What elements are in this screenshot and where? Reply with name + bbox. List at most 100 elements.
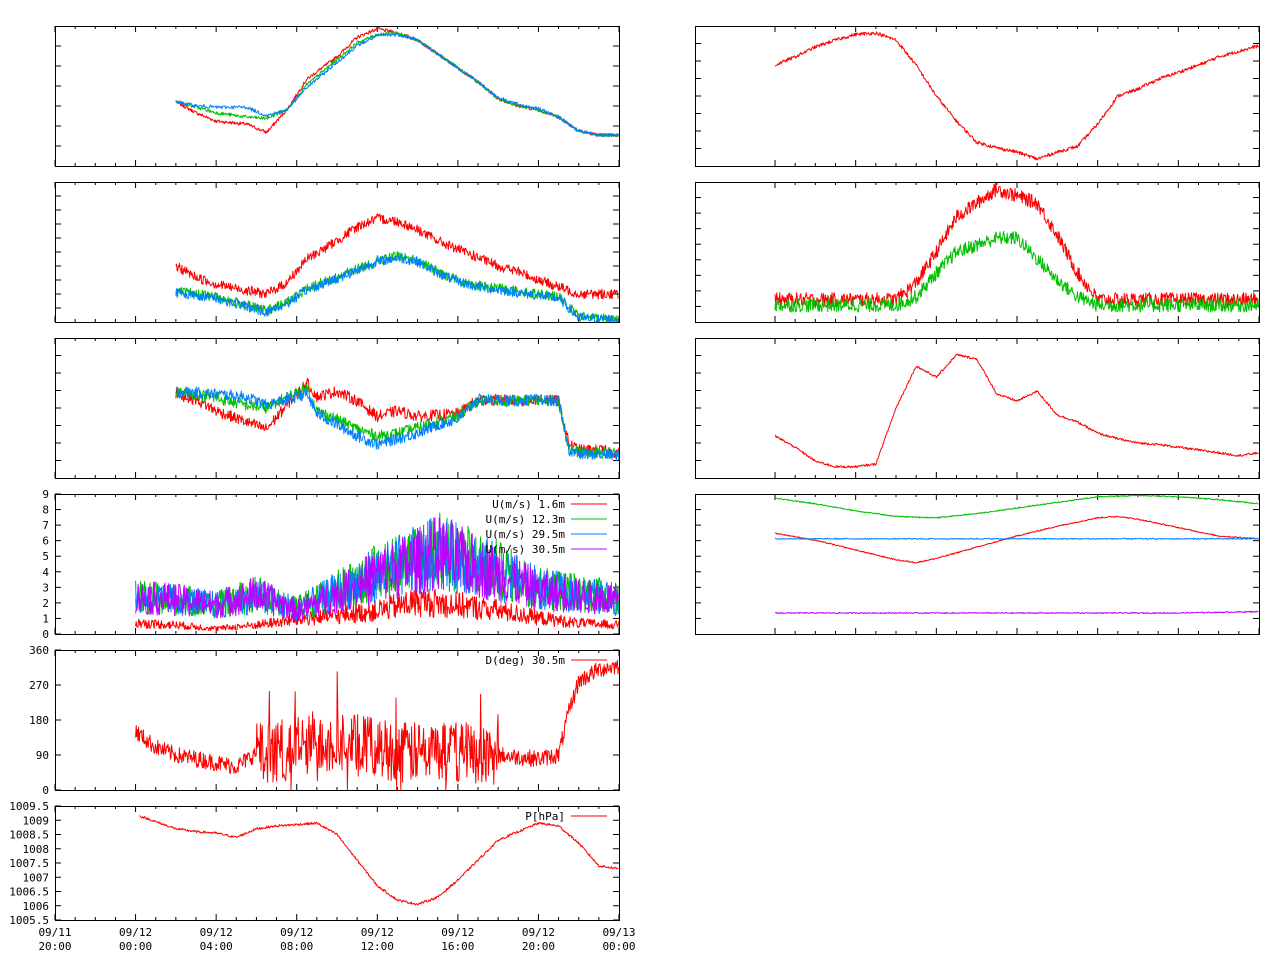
panel-wind_direction: 0 90 180 270 360 D(deg) 30.5m (29, 644, 620, 797)
series-group (774, 31, 1260, 161)
series-group (135, 659, 620, 791)
series-line (135, 659, 620, 791)
y-tick-label: 1008.5 (9, 829, 49, 842)
y-ticks (695, 509, 1259, 619)
x-tick-time: 08:00 (280, 940, 313, 953)
y-tick-label: 1009 (23, 814, 50, 827)
legend-label: P[hPa] (525, 810, 565, 823)
series-line (139, 815, 619, 906)
y-ticks (55, 45, 619, 147)
x-ticks (54, 650, 620, 790)
x-tick-date: 09/12 (441, 926, 474, 939)
series-group (139, 815, 619, 906)
y-ticks: 0 90 180 270 360 (29, 644, 619, 797)
panel-frame (695, 338, 1260, 479)
series-line (175, 386, 620, 462)
x-tick-date: 09/11 (38, 926, 71, 939)
x-ticks (774, 26, 1260, 166)
x-tick-date: 09/12 (119, 926, 152, 939)
series-line (774, 182, 1259, 308)
x-ticks (54, 26, 620, 166)
series-line (774, 230, 1260, 313)
y-ticks (55, 355, 619, 461)
y-ticks (695, 355, 1259, 461)
y-tick-label: 1007 (23, 871, 50, 884)
series-line (175, 213, 619, 300)
legend-label: U(m/s) 12.3m (486, 513, 566, 526)
series-group (135, 512, 620, 632)
legend-label: U(m/s) 30.5m (486, 543, 566, 556)
y-tick-label: 1 (42, 612, 49, 625)
x-ticks (774, 182, 1260, 322)
y-tick-label: 5 (42, 550, 49, 563)
series-line (774, 610, 1259, 615)
panel-frame (55, 182, 620, 323)
y-tick-label: 1005.5 (9, 914, 49, 927)
y-tick-label: 1007.5 (9, 857, 49, 870)
series-group (175, 26, 620, 138)
x-axis-labels: 09/1120:0009/1200:0009/1204:0009/1208:00… (38, 926, 635, 953)
panel-frame (695, 26, 1260, 167)
legend: P[hPa] (525, 810, 607, 823)
series-line (135, 587, 620, 632)
panel-frame (55, 26, 620, 167)
y-tick-label: 6 (42, 535, 49, 548)
series-line (175, 377, 620, 458)
x-tick-time: 00:00 (119, 940, 152, 953)
y-tick-label: 2 (42, 597, 49, 610)
series-line (774, 537, 1259, 540)
panel-right_bottom (695, 494, 1260, 635)
y-tick-label: 7 (42, 519, 49, 532)
y-tick-label: 270 (29, 679, 49, 692)
panel-lower_left_profile (54, 338, 620, 479)
panel-right_top (695, 26, 1260, 167)
series-line (135, 517, 620, 622)
x-tick-time: 04:00 (200, 940, 233, 953)
y-tick-label: 360 (29, 644, 49, 657)
series-line (175, 31, 620, 138)
x-tick-time: 12:00 (361, 940, 394, 953)
x-tick-time: 20:00 (38, 940, 71, 953)
series-line (175, 32, 619, 138)
x-ticks (54, 806, 620, 920)
x-tick-date: 09/12 (280, 926, 313, 939)
series-line (774, 31, 1260, 161)
x-ticks (54, 494, 620, 634)
series-line (175, 26, 619, 137)
series-line (774, 353, 1259, 469)
series-line (774, 494, 1259, 519)
y-tick-label: 1006.5 (9, 886, 49, 899)
panel-frame (695, 494, 1260, 635)
y-ticks (695, 43, 1259, 149)
panel-frame (695, 182, 1260, 323)
series-group (774, 494, 1259, 615)
y-tick-label: 1009.5 (9, 800, 49, 813)
x-tick-date: 09/13 (602, 926, 635, 939)
y-tick-label: 90 (36, 749, 49, 762)
x-tick-date: 09/12 (200, 926, 233, 939)
legend: U(m/s) 1.6m U(m/s) 12.3m U(m/s) 29.5m U(m/s… (486, 498, 607, 556)
x-tick-time: 00:00 (602, 940, 635, 953)
x-tick-date: 09/12 (361, 926, 394, 939)
legend-label: U(m/s) 29.5m (486, 528, 566, 541)
y-tick-label: 3 (42, 581, 49, 594)
x-ticks (54, 338, 620, 478)
panel-frame (55, 338, 620, 479)
series-group (175, 213, 620, 323)
y-ticks (55, 195, 619, 309)
panel-right_third (695, 338, 1260, 479)
x-ticks (774, 338, 1260, 478)
x-tick-time: 20:00 (522, 940, 555, 953)
x-tick-date: 09/12 (522, 926, 555, 939)
series-group (774, 182, 1260, 313)
legend-label: U(m/s) 1.6m (492, 498, 565, 511)
panel-temperature_profile (54, 26, 620, 167)
y-tick-label: 4 (42, 566, 49, 579)
y-tick-label: 1008 (23, 843, 50, 856)
x-tick-time: 16:00 (441, 940, 474, 953)
y-tick-label: 180 (29, 714, 49, 727)
